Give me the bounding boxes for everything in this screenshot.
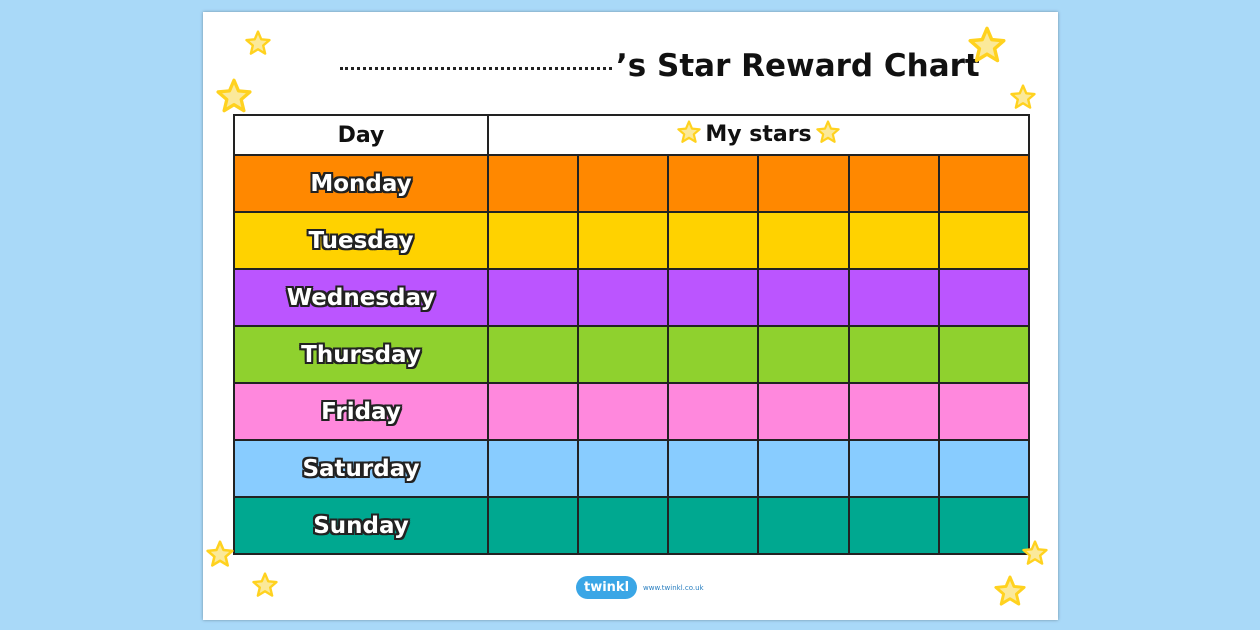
star-cell[interactable] (937, 382, 1031, 441)
star-cell[interactable] (757, 382, 850, 441)
table-row: Monday (233, 154, 1031, 213)
star-icon (815, 120, 840, 150)
star-cell[interactable] (486, 496, 580, 555)
star-cell[interactable] (667, 211, 760, 270)
star-cell[interactable] (577, 439, 670, 498)
star-icon (1010, 84, 1036, 114)
star-icon (216, 78, 252, 118)
star-cell[interactable] (577, 382, 670, 441)
star-cell[interactable] (667, 382, 760, 441)
star-icon (1022, 540, 1048, 570)
star-icon (206, 540, 234, 572)
star-cell[interactable] (577, 268, 670, 327)
star-icon (252, 572, 278, 602)
star-cell[interactable] (757, 439, 850, 498)
star-cell[interactable] (757, 268, 850, 327)
reward-table: Day My stars Monday Tuesday Wednesday Thurs… (233, 114, 1031, 555)
star-cell[interactable] (486, 154, 580, 213)
day-label: Friday (233, 382, 489, 441)
star-cell[interactable] (486, 382, 580, 441)
star-cell[interactable] (757, 211, 850, 270)
star-icon (245, 30, 271, 60)
star-cell[interactable] (757, 325, 850, 384)
table-row: Thursday (233, 325, 1031, 384)
star-cell[interactable] (667, 325, 760, 384)
star-cell[interactable] (486, 211, 580, 270)
star-cell[interactable] (847, 325, 940, 384)
star-cell[interactable] (847, 268, 940, 327)
footer: twinkl www.twinkl.co.uk (576, 576, 704, 599)
star-icon (994, 575, 1026, 611)
star-cell[interactable] (847, 439, 940, 498)
star-cell[interactable] (757, 154, 850, 213)
day-label: Tuesday (233, 211, 489, 270)
twinkl-logo: twinkl (576, 576, 638, 599)
star-cell[interactable] (847, 211, 940, 270)
star-cell[interactable] (577, 325, 670, 384)
star-cell[interactable] (667, 439, 760, 498)
star-cell[interactable] (847, 382, 940, 441)
page-title: ’s Star Reward Chart (340, 48, 980, 84)
star-icon (677, 120, 702, 150)
day-label: Thursday (233, 325, 489, 384)
star-cell[interactable] (486, 268, 580, 327)
star-cell[interactable] (757, 496, 850, 555)
table-row: Wednesday (233, 268, 1031, 327)
footer-url: www.twinkl.co.uk (643, 583, 704, 592)
day-label: Saturday (233, 439, 489, 498)
table-row: Saturday (233, 439, 1031, 498)
table-row: Sunday (233, 496, 1031, 555)
table-row: Tuesday (233, 211, 1031, 270)
day-label: Monday (233, 154, 489, 213)
header-day: Day (233, 114, 489, 156)
star-cell[interactable] (667, 268, 760, 327)
star-cell[interactable] (847, 496, 940, 555)
star-cell[interactable] (937, 211, 1031, 270)
star-cell[interactable] (577, 211, 670, 270)
day-label: Wednesday (233, 268, 489, 327)
star-cell[interactable] (847, 154, 940, 213)
star-icon (968, 26, 1006, 68)
day-label: Sunday (233, 496, 489, 555)
star-cell[interactable] (937, 325, 1031, 384)
star-cell[interactable] (486, 439, 580, 498)
star-cell[interactable] (937, 496, 1031, 555)
star-cell[interactable] (667, 154, 760, 213)
star-cell[interactable] (937, 268, 1031, 327)
table-row: Friday (233, 382, 1031, 441)
star-cell[interactable] (937, 154, 1031, 213)
star-cell[interactable] (577, 496, 670, 555)
star-cell[interactable] (486, 325, 580, 384)
star-cell[interactable] (577, 154, 670, 213)
name-blank-line (340, 67, 612, 70)
star-cell[interactable] (667, 496, 760, 555)
header-my-stars: My stars (487, 114, 1030, 156)
title-text: ’s Star Reward Chart (616, 48, 980, 84)
star-cell[interactable] (937, 439, 1031, 498)
